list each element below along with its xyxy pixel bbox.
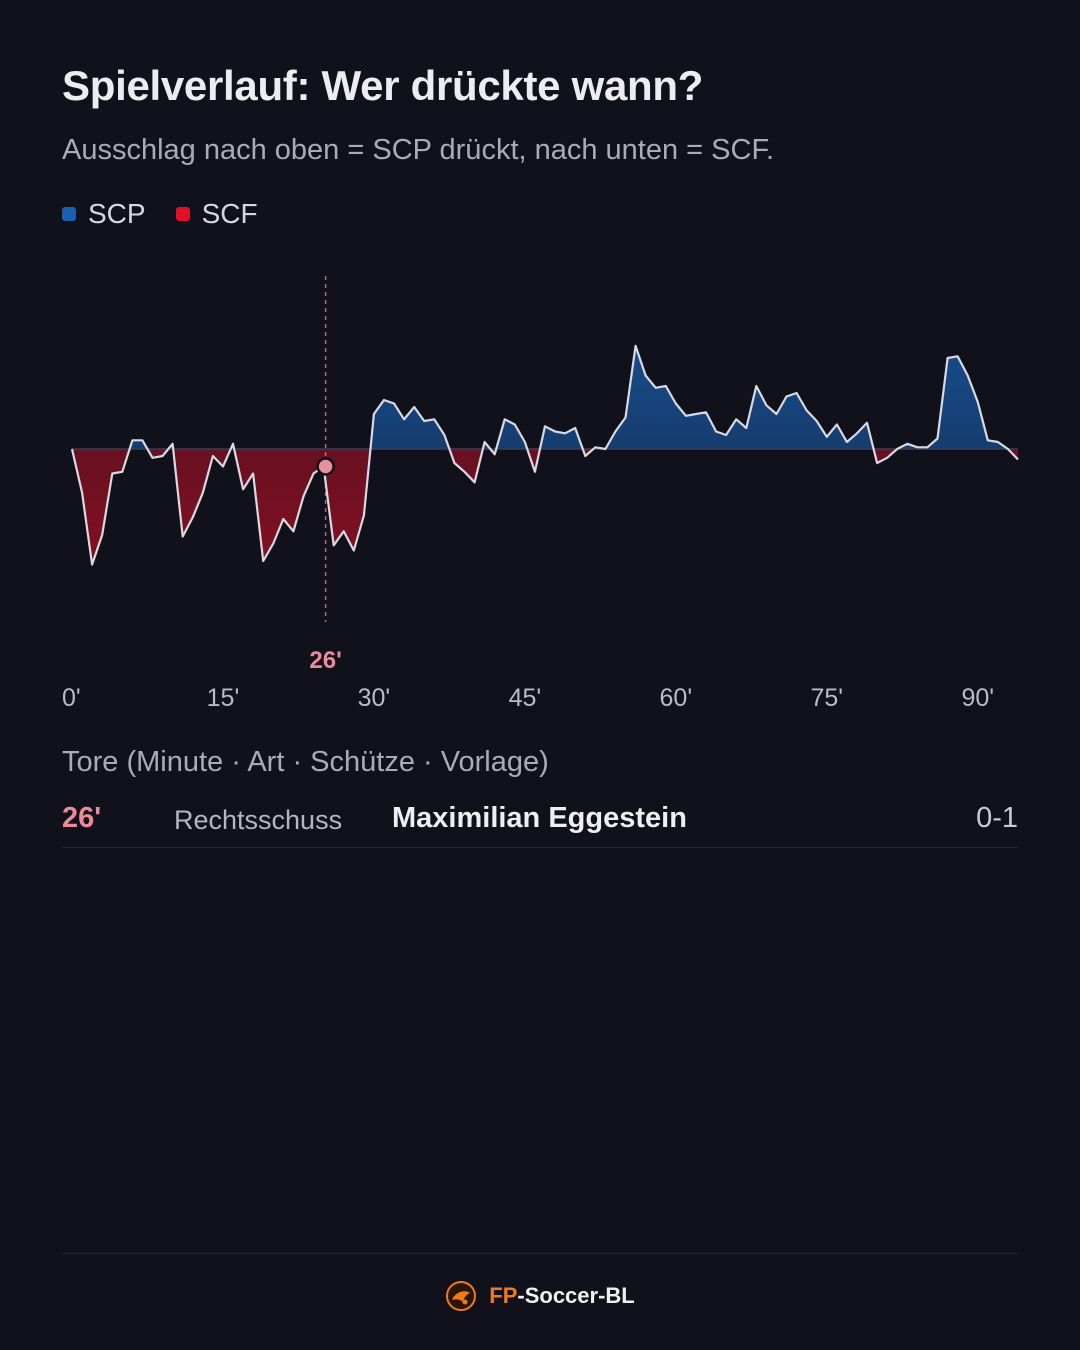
legend-swatch-scf-icon	[175, 207, 190, 221]
chart-subtitle: Ausschlag nach oben = SCP drückt, nach u…	[62, 134, 775, 166]
x-tick-label: 30'	[358, 684, 391, 712]
legend-item-scf: SCF	[175, 198, 258, 230]
legend-label-scp: SCP	[88, 198, 146, 229]
x-tick-label: 0'	[62, 684, 81, 712]
x-tick-label: 75'	[810, 684, 843, 712]
legend-swatch-scp-icon	[62, 207, 76, 221]
chart-title: Spielverlauf: Wer drückte wann?	[62, 62, 704, 109]
goal-minute: 26'	[62, 802, 102, 834]
fp-soccer-logo-icon	[446, 1281, 477, 1311]
scp-pressure-area	[72, 345, 1018, 449]
brand-name: FP-Soccer-BL	[489, 1283, 634, 1309]
legend-item-scp: SCP	[62, 198, 146, 230]
x-tick-label: 90'	[961, 684, 994, 712]
x-tick-label: 45'	[509, 684, 542, 712]
brand-rest: -Soccer-BL	[517, 1283, 635, 1308]
legend-label-scf: SCF	[201, 198, 258, 229]
goal-scorer: Maximilian Eggestein	[392, 802, 687, 834]
goal-score: 0-1	[976, 802, 1018, 834]
momentum-chart: 26' 0' 15' 30' 45' 60' 75' 90'	[62, 276, 1019, 712]
footer-divider	[62, 1253, 1018, 1254]
scf-pressure-area	[72, 449, 1018, 565]
momentum-line	[70, 344, 1019, 566]
brand-prefix: FP	[489, 1283, 518, 1308]
goals-heading: Tore (Minute · Art · Schütze · Vorlage)	[62, 746, 549, 778]
goal-type: Rechtsschuss	[174, 805, 343, 835]
goal-marker-dot	[316, 457, 335, 476]
goal-row: 26' Rechtsschuss Maximilian Eggestein 0-…	[62, 790, 1018, 848]
x-tick-label: 15'	[207, 684, 240, 712]
footer: FP-Soccer-BL	[0, 1280, 1080, 1312]
legend: SCP SCF	[62, 198, 288, 230]
x-tick-label: 60'	[660, 684, 693, 712]
goal-marker-label: 26'	[309, 647, 341, 674]
